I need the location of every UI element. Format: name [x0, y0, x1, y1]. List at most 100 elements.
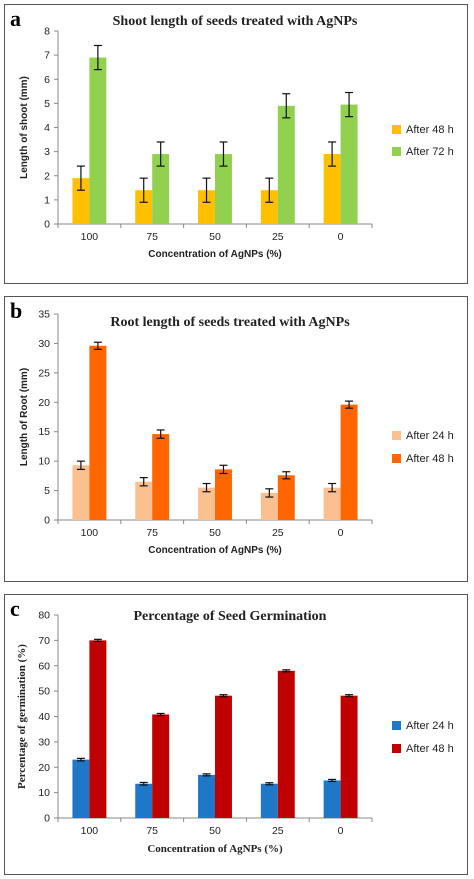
- y-tick-label: 2: [44, 170, 50, 182]
- y-axis-label: Length of shoot (mm): [19, 76, 30, 179]
- bar: [72, 178, 90, 224]
- chart-panel-c: c Percentage of Seed Germination 0 10 20 30 4…: [4, 594, 468, 875]
- x-tick-label: 50: [209, 527, 221, 539]
- legend-swatch: [392, 125, 401, 134]
- chart-panel-a: a Shoot length of seeds treated with AgN…: [4, 4, 468, 284]
- x-tick-label: 25: [272, 825, 284, 837]
- chart-title: Percentage of Seed Germination: [134, 609, 327, 624]
- legend-label: After 48 h: [406, 453, 454, 465]
- bar: [72, 465, 90, 520]
- y-tick-label: 1: [44, 194, 50, 206]
- y-tick-label: 4: [44, 122, 50, 134]
- y-axis-label: Percentage of germination (%): [16, 644, 28, 789]
- x-tick-label: 75: [146, 825, 158, 837]
- legend-swatch: [392, 454, 401, 463]
- bar: [277, 475, 295, 520]
- legend-swatch: [392, 744, 401, 753]
- x-tick-label: 100: [81, 825, 99, 837]
- x-axis-label: Concentration of AgNPs (%): [148, 545, 282, 556]
- bar: [135, 481, 153, 520]
- bar: [340, 104, 358, 224]
- y-tick-label: 3: [44, 146, 50, 158]
- x-axis-label: Concentration of AgNPs (%): [147, 843, 283, 855]
- bar: [277, 670, 295, 818]
- legend-label: After 72 h: [406, 146, 454, 158]
- y-tick-label: 7: [44, 50, 50, 62]
- y-axis-label: Length of Root (mm): [19, 368, 30, 466]
- x-tick-label: 75: [146, 527, 158, 539]
- chart-title: Shoot length of seeds treated with AgNPs: [113, 14, 358, 29]
- bar: [215, 154, 232, 224]
- x-tick-label: 75: [146, 231, 158, 243]
- x-tick-label: 100: [81, 527, 99, 539]
- bar: [198, 487, 215, 520]
- bar: [198, 774, 215, 818]
- panel-letter: b: [10, 298, 23, 323]
- legend-swatch: [392, 147, 401, 156]
- bar: [340, 695, 358, 818]
- y-tick-label: 6: [44, 74, 50, 86]
- chart-panel-b: b Root length of seeds treated with AgNP…: [4, 296, 468, 582]
- y-tick-label: 70: [38, 635, 50, 647]
- legend-swatch: [392, 721, 401, 730]
- y-tick-label: 0: [44, 219, 50, 231]
- y-tick-label: 0: [44, 515, 50, 527]
- y-tick-label: 80: [38, 610, 50, 622]
- bar: [152, 154, 170, 224]
- y-tick-label: 50: [38, 686, 50, 698]
- legend-label: After 24 h: [406, 430, 454, 442]
- y-tick-label: 20: [38, 762, 50, 774]
- x-tick-label: 50: [209, 231, 221, 243]
- bar: [260, 783, 278, 818]
- shoot-length-chart: Shoot length of seeds treated with AgNPs…: [19, 14, 454, 260]
- x-tick-label: 100: [81, 231, 99, 243]
- y-tick-label: 25: [38, 367, 50, 379]
- y-tick-label: 10: [38, 456, 50, 468]
- bar: [135, 783, 153, 818]
- bar: [152, 434, 170, 520]
- panel-letter: c: [10, 596, 20, 621]
- seed-germination-chart: Percentage of Seed Germination 0 10 20 30 40 5…: [16, 609, 454, 855]
- bar: [89, 640, 107, 818]
- y-tick-label: 5: [44, 485, 50, 497]
- y-tick-label: 30: [38, 338, 50, 350]
- bar: [89, 345, 107, 520]
- bar: [277, 105, 295, 224]
- chart-title: Root length of seeds treated with AgNPs: [110, 315, 350, 330]
- legend-label: After 24 h: [406, 720, 454, 732]
- y-tick-label: 5: [44, 98, 50, 110]
- bar: [72, 759, 90, 818]
- x-tick-label: 0: [338, 527, 344, 539]
- bar: [215, 469, 232, 520]
- root-length-chart: Root length of seeds treated with AgNPs 0…: [19, 309, 454, 557]
- legend-label: After 48 h: [406, 124, 454, 136]
- bar: [89, 57, 107, 224]
- bar: [260, 492, 278, 520]
- y-tick-label: 15: [38, 426, 50, 438]
- x-axis-label: Concentration of AgNPs (%): [148, 249, 282, 260]
- bar: [215, 695, 232, 818]
- bar: [340, 404, 358, 520]
- y-tick-label: 35: [38, 309, 50, 321]
- bar: [323, 780, 341, 818]
- bar: [198, 190, 215, 224]
- y-tick-label: 8: [44, 26, 50, 38]
- y-tick-label: 0: [44, 813, 50, 825]
- bar: [323, 154, 341, 224]
- bar: [135, 190, 153, 224]
- y-tick-label: 60: [38, 660, 50, 672]
- y-tick-label: 10: [38, 787, 50, 799]
- x-tick-label: 25: [272, 527, 284, 539]
- x-tick-label: 25: [272, 231, 284, 243]
- y-tick-label: 20: [38, 397, 50, 409]
- x-tick-label: 0: [338, 825, 344, 837]
- x-tick-label: 0: [338, 231, 344, 243]
- legend-label: After 48 h: [406, 743, 454, 755]
- y-tick-label: 30: [38, 736, 50, 748]
- bar: [323, 487, 341, 520]
- bar: [260, 190, 278, 224]
- panel-letter: a: [10, 6, 21, 31]
- legend-swatch: [392, 431, 401, 440]
- x-tick-label: 50: [209, 825, 221, 837]
- y-tick-label: 40: [38, 711, 50, 723]
